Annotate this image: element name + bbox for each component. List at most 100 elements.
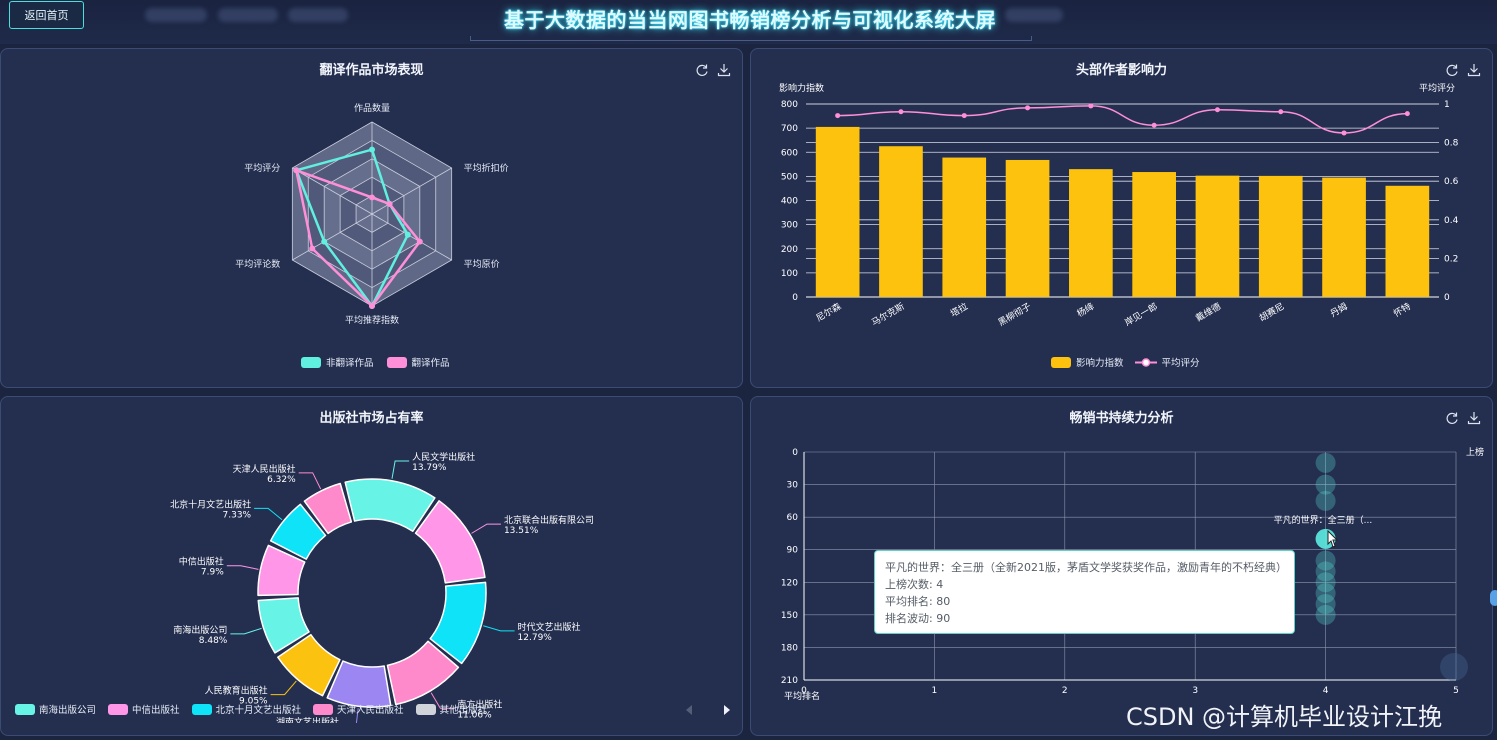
panel-title: 畅销书持续力分析	[1069, 411, 1174, 426]
slice-name-label: 北京十月文艺出版社	[170, 498, 251, 510]
download-icon[interactable]	[1467, 411, 1481, 425]
legend-label[interactable]: 南海出版公司	[39, 705, 97, 716]
radar-axis-line	[371, 213, 452, 261]
y-tick-label-right: 0.2	[1444, 254, 1458, 264]
line-point	[1341, 130, 1347, 136]
side-scroll-handle[interactable]	[1490, 590, 1497, 606]
radar-axis-line	[371, 167, 452, 215]
x-tick-label: 3	[1192, 686, 1198, 696]
back-home-button[interactable]: 返回首页	[9, 1, 84, 29]
legend-label[interactable]: 天津人民出版社	[337, 705, 404, 716]
blurred-nav-item	[218, 8, 278, 22]
y-tick-label-left: 500	[781, 172, 798, 182]
refresh-icon[interactable]	[695, 63, 709, 77]
x-tick-label: 5	[1453, 686, 1459, 696]
y-axis-title-right: 平均评分	[1419, 82, 1455, 94]
chart-tooltip: 平凡的世界：全三册（全新2021版，茅盾文学奖获奖作品，激励青年的不朽经典） 上…	[874, 550, 1295, 634]
download-icon[interactable]	[1467, 63, 1481, 77]
legend-prev-icon[interactable]	[684, 704, 694, 716]
bar-legend: 影响力指数 平均评分	[1051, 355, 1200, 369]
page-title: 基于大数据的当当网图书畅销榜分析与可视化系统大屏	[504, 8, 996, 32]
scatter-point	[1315, 572, 1336, 593]
radar-indicator-label: 平均折扣价	[464, 162, 509, 174]
legend-label[interactable]: 翻译作品	[411, 358, 450, 369]
y-tick-label: 150	[781, 611, 798, 621]
x-tick-label: 马尔克斯	[869, 300, 906, 328]
floating-circle[interactable]	[1440, 653, 1468, 681]
radar-point	[416, 238, 423, 245]
bar	[815, 126, 860, 297]
legend-label[interactable]: 其他出版社	[439, 705, 488, 716]
radar-legend: 非翻译作品 翻译作品	[301, 355, 450, 369]
y-tick-label-right: 0.6	[1444, 177, 1459, 187]
x-tick-label: 塔拉	[948, 300, 970, 319]
y-tick-label-left: 200	[781, 245, 798, 255]
legend-label[interactable]: 平均评分	[1161, 358, 1200, 369]
legend-label[interactable]: 非翻译作品	[326, 358, 374, 369]
donut-slice	[257, 597, 310, 654]
x-tick-label: 怀特	[1391, 300, 1413, 319]
radar-indicator-label: 作品数量	[354, 102, 390, 114]
publisher-panel: 出版社市场占有率 人民文学出版社 13.79% 北京联合出版有限公司 13.51% 时代…	[0, 396, 743, 736]
radar-panel: 翻译作品市场表现 作品数量 平均折扣价 平均原价 平均推荐指数 平均评论数 平均评分 非翻…	[0, 48, 743, 388]
legend-label[interactable]: 中信出版社	[132, 705, 180, 716]
label-leader-line	[270, 680, 297, 696]
radar-point	[386, 200, 393, 207]
radar-point	[293, 167, 300, 174]
radar-point	[309, 245, 316, 252]
y-tick-label-left: 700	[781, 124, 798, 134]
slice-name-label: 南方出版社	[457, 698, 502, 710]
slice-name-label: 天津人民出版社	[233, 463, 296, 475]
line-point	[961, 113, 967, 119]
x-tick-label: 岸见一郎	[1122, 300, 1159, 328]
legend-line-icon	[1134, 357, 1157, 367]
bar	[879, 146, 923, 297]
blurred-nav-item	[1005, 8, 1063, 22]
donut-slice	[414, 500, 486, 584]
y-tick-label: 0	[792, 448, 798, 458]
legend-next-icon[interactable]	[722, 704, 732, 716]
x-tick-label: 2	[1062, 686, 1068, 696]
radar-point	[404, 231, 411, 238]
x-tick-label: 戴维德	[1194, 300, 1223, 324]
y-axis-title: 平均排名	[784, 690, 820, 702]
scatter-point	[1315, 490, 1336, 511]
donut-slice	[303, 482, 353, 535]
donut-slice	[269, 503, 327, 560]
slice-name-label: 湖南文艺出版社	[276, 716, 339, 723]
donut-slice	[326, 660, 392, 708]
y-tick-label-right: 0.4	[1444, 216, 1459, 226]
donut-slice	[257, 544, 306, 597]
slice-name-label: 北京联合出版有限公司	[504, 514, 594, 526]
label-leader-line	[226, 565, 259, 570]
slice-pct-label: 11.06%	[457, 710, 492, 720]
slice-pct-label: 12.79%	[518, 633, 553, 643]
slice-pct-label: 8.48%	[199, 636, 228, 646]
series-line	[837, 105, 1408, 134]
legend-swatch	[191, 703, 212, 715]
legend-swatch	[386, 356, 407, 368]
slice-name-label: 人民文学出版社	[412, 451, 475, 463]
bar	[1132, 172, 1176, 297]
y-tick-label: 180	[781, 643, 798, 653]
refresh-icon[interactable]	[1445, 411, 1459, 425]
x-tick-label: 丹姆	[1328, 300, 1350, 319]
bar	[1322, 177, 1366, 297]
top-bar: 返回首页 基于大数据的当当网图书畅销榜分析与可视化系统大屏	[0, 0, 1497, 44]
line-point	[1214, 107, 1220, 113]
watermark: CSDN @计算机毕业设计江挽	[1126, 703, 1443, 731]
slice-name-label: 南海出版公司	[173, 624, 227, 636]
line-point	[1404, 111, 1410, 117]
refresh-icon[interactable]	[1445, 63, 1459, 77]
donut-slice	[386, 640, 460, 706]
legend-swatch	[15, 703, 35, 715]
legend-label[interactable]: 北京十月文艺出版社	[215, 705, 302, 716]
panel-title: 头部作者影响力	[1075, 63, 1167, 78]
radar-point	[321, 238, 328, 245]
radar-axis-line	[292, 213, 373, 261]
legend-label[interactable]: 影响力指数	[1076, 358, 1124, 369]
y-tick-label-right: 0	[1444, 293, 1450, 303]
download-icon[interactable]	[717, 63, 731, 77]
radar-axis-line	[292, 167, 373, 215]
